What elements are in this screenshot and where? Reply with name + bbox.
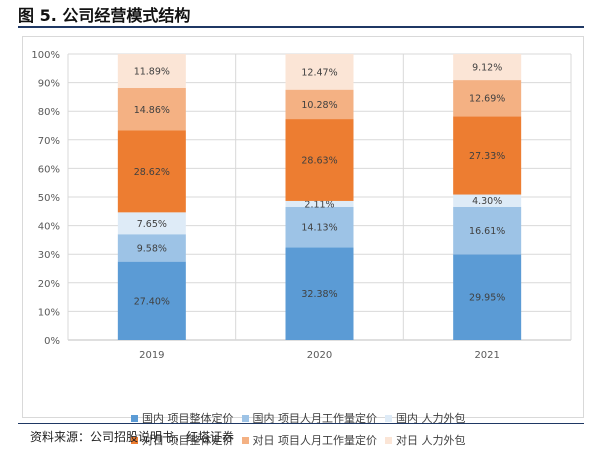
bar-data-label: 12.47% <box>301 67 337 78</box>
legend-swatch <box>241 436 249 444</box>
bar-segment <box>117 130 186 213</box>
legend-swatch <box>385 436 392 444</box>
chart-frame: 0% 10% 20% 30% 40% 50% 60% 70% 80% 90% 100% 27.40% 9… <box>22 36 584 447</box>
y-tick-label: 10% <box>38 307 60 318</box>
x-tick-label: 2021 <box>474 350 499 361</box>
bar-data-label: 14.86% <box>134 105 170 116</box>
bar-segment <box>285 54 354 90</box>
legend-item: 国内 人力外包 <box>385 410 466 426</box>
y-tick-label: 30% <box>38 250 60 261</box>
legend-item: 对日 项目人月工作量定价 <box>241 432 378 448</box>
bar-data-label: 9.58% <box>137 243 167 254</box>
y-tick-label: 70% <box>38 136 60 147</box>
legend-row: 对日 项目整体定价 对日 项目人月工作量定价 对日 人力外包 <box>131 429 551 451</box>
bar-segment <box>285 119 354 201</box>
legend-swatch <box>241 414 249 422</box>
legend-item: 国内 项目人月工作量定价 <box>241 410 378 426</box>
bar-data-label: 16.61% <box>469 226 505 237</box>
y-tick-label: 80% <box>38 107 60 118</box>
legend-label: 对日 项目整体定价 <box>142 434 234 447</box>
y-tick-label: 100% <box>31 50 60 61</box>
x-tick-label: 2020 <box>307 350 332 361</box>
y-tick-label: 60% <box>38 164 60 175</box>
y-tick-label: 0% <box>44 336 60 347</box>
bar-segment <box>117 261 186 340</box>
bar-segment <box>453 116 522 195</box>
bar-data-label: 32.38% <box>301 289 337 300</box>
bar-segment <box>285 89 354 120</box>
stacked-bar-chart: 0% 10% 20% 30% 40% 50% 60% 70% 80% 90% 100% 27.40% 9… <box>31 50 572 361</box>
bar-segment <box>117 88 186 131</box>
bar-segment <box>117 212 186 235</box>
title-divider <box>18 26 584 28</box>
legend-label: 国内 项目整体定价 <box>142 412 234 425</box>
legend-swatch <box>385 414 392 422</box>
bar-data-label: 9.12% <box>472 63 502 74</box>
bar-data-label: 14.13% <box>301 223 337 234</box>
bar-segment <box>453 194 522 207</box>
legend-label: 国内 人力外包 <box>396 412 466 425</box>
bar-data-label: 10.28% <box>301 100 337 111</box>
bar-segment <box>117 234 186 262</box>
bar-segment <box>285 200 354 207</box>
legend-item: 对日 人力外包 <box>385 432 466 448</box>
y-tick-label: 40% <box>38 222 60 233</box>
bar-data-label: 12.69% <box>469 94 505 105</box>
source-note: 资料来源：公司招股说明书，红塔证券 <box>30 430 235 444</box>
legend-label: 对日 项目人月工作量定价 <box>252 434 378 447</box>
bar-data-label: 7.65% <box>137 219 167 230</box>
legend-item: 国内 项目整体定价 <box>131 410 234 426</box>
source-divider <box>18 423 584 424</box>
y-tick-label: 90% <box>38 79 60 90</box>
bar-segment <box>285 247 354 340</box>
bar-segment <box>453 254 522 340</box>
bar-data-label: 29.95% <box>469 293 505 304</box>
bar-segment <box>117 54 186 89</box>
bar-segment <box>453 80 522 117</box>
bar-data-label: 4.30% <box>472 196 502 207</box>
legend-swatch <box>131 414 138 422</box>
legend-item: 对日 项目整体定价 <box>131 432 234 448</box>
y-tick-label: 20% <box>38 279 60 290</box>
legend-swatch <box>131 436 138 444</box>
bar-data-label: 27.40% <box>134 296 170 307</box>
chart-legend: 国内 项目整体定价 国内 项目人月工作量定价 国内 人力外包 对日 项目整体定价 对日… <box>131 407 551 451</box>
figure-title: 图 5. 公司经营模式结构 <box>18 6 191 25</box>
bar-data-label: 27.33% <box>469 151 505 162</box>
y-tick-label: 50% <box>38 193 60 204</box>
legend-row: 国内 项目整体定价 国内 项目人月工作量定价 国内 人力外包 <box>131 407 551 429</box>
bar-segment <box>285 206 354 248</box>
legend-label: 国内 项目人月工作量定价 <box>252 412 378 425</box>
bar-data-label: 11.89% <box>134 67 170 78</box>
x-tick-label: 2019 <box>139 350 164 361</box>
bar-data-label: 2.11% <box>304 199 334 210</box>
legend-label: 对日 人力外包 <box>396 434 466 447</box>
bar-segment <box>453 54 522 81</box>
bar-data-label: 28.63% <box>301 156 337 167</box>
bar-segment <box>453 206 522 255</box>
bar-data-label: 28.62% <box>134 167 170 178</box>
